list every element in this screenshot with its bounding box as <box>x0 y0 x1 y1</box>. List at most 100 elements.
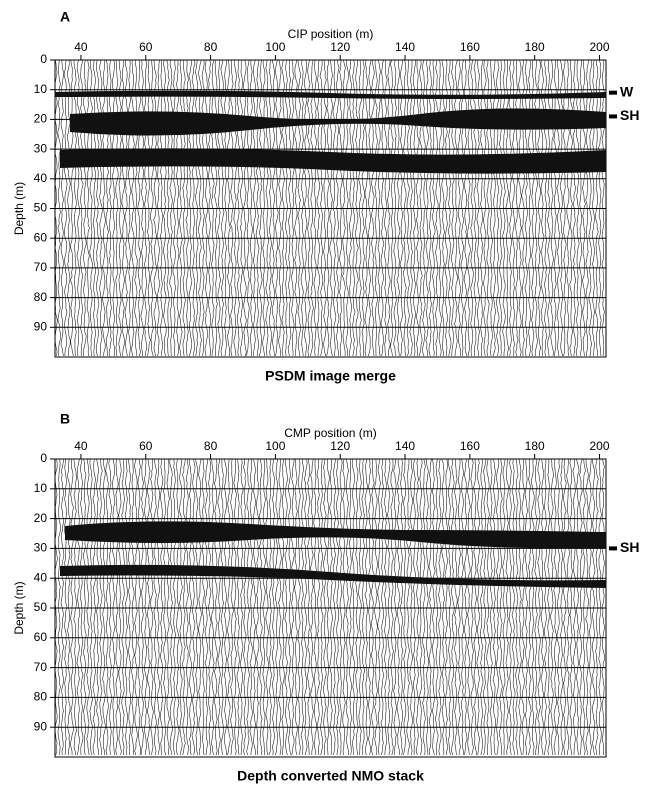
trace <box>313 59 317 357</box>
trace <box>495 458 500 756</box>
trace <box>553 458 557 756</box>
trace <box>258 458 263 756</box>
trace <box>306 59 311 357</box>
trace <box>569 458 573 756</box>
trace <box>505 59 510 357</box>
trace <box>233 59 237 357</box>
trace <box>386 59 391 357</box>
trace <box>271 458 276 756</box>
trace <box>284 458 289 756</box>
horizon-label: W <box>620 83 634 99</box>
trace <box>515 458 519 756</box>
trace <box>463 458 468 756</box>
trace <box>105 458 109 756</box>
trace <box>63 458 68 756</box>
trace <box>511 59 516 357</box>
trace <box>457 458 462 756</box>
trace <box>540 59 545 357</box>
trace <box>460 59 465 357</box>
trace <box>210 458 215 756</box>
x-tick-label: 120 <box>330 40 350 54</box>
trace <box>316 458 321 756</box>
trace <box>428 458 433 756</box>
y-tick-label: 10 <box>34 481 48 495</box>
trace <box>482 458 487 756</box>
trace <box>579 59 583 357</box>
trace <box>95 59 100 357</box>
trace <box>127 458 132 756</box>
trace <box>339 458 343 756</box>
trace <box>374 59 378 357</box>
trace <box>495 59 500 357</box>
y-tick-label: 40 <box>34 171 48 185</box>
trace <box>268 458 273 756</box>
trace <box>262 458 266 756</box>
y-tick-label: 70 <box>34 260 48 274</box>
x-tick-label: 160 <box>460 439 480 453</box>
trace <box>233 458 238 756</box>
y-axis-label: Depth (m) <box>12 182 26 235</box>
y-tick-label: 10 <box>34 82 48 96</box>
x-tick-label: 100 <box>265 40 285 54</box>
x-tick-label: 40 <box>74 439 88 453</box>
trace <box>454 458 458 756</box>
trace <box>89 458 93 756</box>
trace <box>476 59 481 357</box>
trace <box>172 458 177 756</box>
trace <box>524 458 529 756</box>
trace <box>562 458 567 756</box>
trace <box>348 59 353 357</box>
horizon-marker <box>609 114 617 119</box>
trace <box>355 458 359 756</box>
trace <box>57 59 62 357</box>
trace <box>163 458 167 756</box>
trace <box>95 458 100 756</box>
trace <box>588 458 593 756</box>
trace <box>582 59 586 357</box>
trace <box>99 59 103 357</box>
trace <box>102 59 106 357</box>
trace <box>230 59 234 357</box>
trace <box>144 59 148 357</box>
trace <box>140 458 145 756</box>
trace <box>220 59 225 357</box>
trace <box>76 458 81 756</box>
x-tick-label: 140 <box>395 439 415 453</box>
x-tick-label: 40 <box>74 40 88 54</box>
trace <box>441 59 445 357</box>
trace <box>332 59 337 357</box>
trace <box>374 458 378 756</box>
trace <box>227 458 231 756</box>
trace <box>92 458 97 756</box>
panel: B CMP position (m) Depth converted NMO sta… <box>12 411 639 784</box>
trace <box>188 59 193 357</box>
trace <box>287 458 292 756</box>
trace <box>518 458 522 756</box>
trace <box>204 458 209 756</box>
trace <box>447 458 452 756</box>
trace <box>537 59 541 357</box>
trace <box>265 458 270 756</box>
trace <box>550 458 554 756</box>
trace <box>217 59 222 357</box>
trace <box>396 59 401 357</box>
trace <box>214 59 218 357</box>
trace <box>70 59 74 357</box>
y-tick-label: 60 <box>34 630 48 644</box>
trace <box>358 458 362 756</box>
y-tick-label: 80 <box>34 290 48 304</box>
trace <box>176 59 180 357</box>
trace <box>550 59 554 357</box>
trace <box>191 458 196 756</box>
horizon-label: SH <box>620 107 639 123</box>
trace <box>102 458 106 756</box>
trace <box>364 59 369 357</box>
trace <box>252 59 256 357</box>
trace <box>246 59 250 357</box>
trace <box>566 458 570 756</box>
trace <box>572 59 577 357</box>
trace <box>134 59 138 357</box>
y-tick-label: 20 <box>34 511 48 525</box>
x-axis-label: CIP position (m) <box>288 27 374 41</box>
trace <box>444 458 449 756</box>
